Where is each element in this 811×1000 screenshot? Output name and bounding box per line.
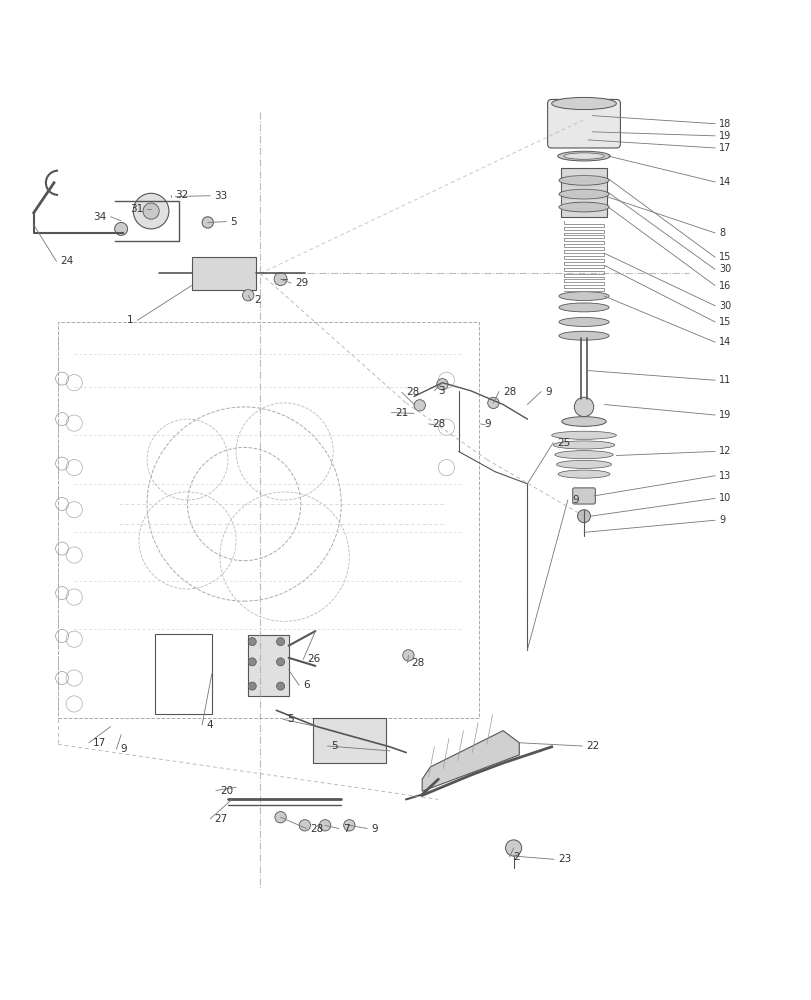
Circle shape	[248, 658, 256, 666]
Text: 26: 26	[307, 654, 320, 664]
Circle shape	[487, 397, 499, 409]
Circle shape	[202, 217, 213, 228]
Text: 5: 5	[230, 217, 237, 227]
Circle shape	[573, 397, 593, 417]
Text: 14: 14	[719, 177, 731, 187]
Bar	[248, 635, 288, 696]
Text: 9: 9	[544, 387, 551, 397]
Text: 9: 9	[120, 744, 127, 754]
Circle shape	[242, 290, 254, 301]
Text: 11: 11	[719, 375, 731, 385]
Text: 28: 28	[411, 658, 424, 668]
Ellipse shape	[557, 470, 609, 478]
Text: 28: 28	[503, 387, 516, 397]
Ellipse shape	[551, 97, 616, 110]
Text: 31: 31	[130, 204, 143, 214]
Text: 23: 23	[557, 854, 571, 864]
Text: 19: 19	[719, 410, 731, 420]
Ellipse shape	[554, 451, 612, 459]
Circle shape	[505, 840, 521, 856]
FancyBboxPatch shape	[547, 99, 620, 148]
Text: 22: 22	[586, 741, 599, 751]
Text: 2: 2	[513, 852, 520, 862]
Circle shape	[436, 379, 448, 390]
Text: 13: 13	[719, 471, 731, 481]
Text: 34: 34	[93, 212, 106, 222]
Bar	[191, 257, 256, 290]
Ellipse shape	[556, 460, 611, 468]
Text: 29: 29	[294, 278, 308, 288]
Text: 9: 9	[484, 419, 491, 429]
Text: 4: 4	[206, 720, 212, 730]
Text: 18: 18	[719, 119, 731, 129]
Text: 5: 5	[287, 714, 294, 724]
Text: 25: 25	[556, 438, 570, 448]
Text: 10: 10	[719, 493, 731, 503]
Ellipse shape	[563, 153, 603, 159]
Text: 2: 2	[255, 295, 261, 305]
Text: 15: 15	[719, 317, 731, 327]
Bar	[312, 718, 385, 763]
Text: 28: 28	[310, 824, 324, 834]
Text: 27: 27	[214, 814, 227, 824]
Text: 14: 14	[719, 337, 731, 347]
Text: 9: 9	[571, 495, 577, 505]
Circle shape	[275, 812, 286, 823]
Circle shape	[248, 682, 256, 690]
Text: 21: 21	[395, 408, 408, 418]
Circle shape	[343, 820, 354, 831]
Circle shape	[319, 820, 330, 831]
Text: 5: 5	[331, 741, 337, 751]
Ellipse shape	[551, 431, 616, 439]
Circle shape	[114, 222, 127, 235]
FancyBboxPatch shape	[572, 488, 594, 504]
Text: 28: 28	[406, 387, 418, 397]
Circle shape	[298, 820, 310, 831]
Ellipse shape	[558, 303, 608, 312]
Ellipse shape	[558, 292, 608, 301]
Ellipse shape	[558, 318, 608, 326]
Text: 15: 15	[719, 252, 731, 262]
Text: 8: 8	[719, 228, 724, 238]
Text: 12: 12	[719, 446, 731, 456]
Ellipse shape	[558, 331, 608, 340]
Ellipse shape	[558, 202, 608, 212]
Text: 9: 9	[371, 824, 377, 834]
Text: 30: 30	[719, 264, 731, 274]
Polygon shape	[422, 731, 519, 791]
Bar	[155, 634, 212, 714]
Circle shape	[248, 638, 256, 646]
Text: 7: 7	[342, 824, 349, 834]
Text: 33: 33	[214, 191, 227, 201]
Circle shape	[414, 400, 425, 411]
Text: 20: 20	[220, 786, 233, 796]
Text: 24: 24	[60, 256, 74, 266]
Text: 6: 6	[303, 680, 310, 690]
Text: 1: 1	[127, 315, 133, 325]
Circle shape	[143, 203, 159, 219]
Ellipse shape	[558, 189, 608, 199]
Text: 28: 28	[432, 419, 445, 429]
Text: 16: 16	[719, 281, 731, 291]
Circle shape	[133, 193, 169, 229]
Circle shape	[277, 658, 285, 666]
Circle shape	[277, 682, 285, 690]
Text: 17: 17	[92, 738, 106, 748]
Bar	[58, 322, 478, 718]
Text: 32: 32	[175, 190, 188, 200]
Text: 30: 30	[719, 301, 731, 311]
Ellipse shape	[552, 441, 614, 449]
Text: 17: 17	[719, 143, 731, 153]
Ellipse shape	[558, 176, 608, 185]
Ellipse shape	[557, 151, 610, 161]
Text: 19: 19	[719, 131, 731, 141]
Text: 9: 9	[719, 515, 724, 525]
Circle shape	[402, 650, 414, 661]
Circle shape	[274, 273, 287, 286]
Circle shape	[277, 638, 285, 646]
Ellipse shape	[561, 417, 606, 426]
Circle shape	[577, 510, 590, 523]
Bar	[560, 168, 606, 217]
Text: 3: 3	[438, 386, 444, 396]
